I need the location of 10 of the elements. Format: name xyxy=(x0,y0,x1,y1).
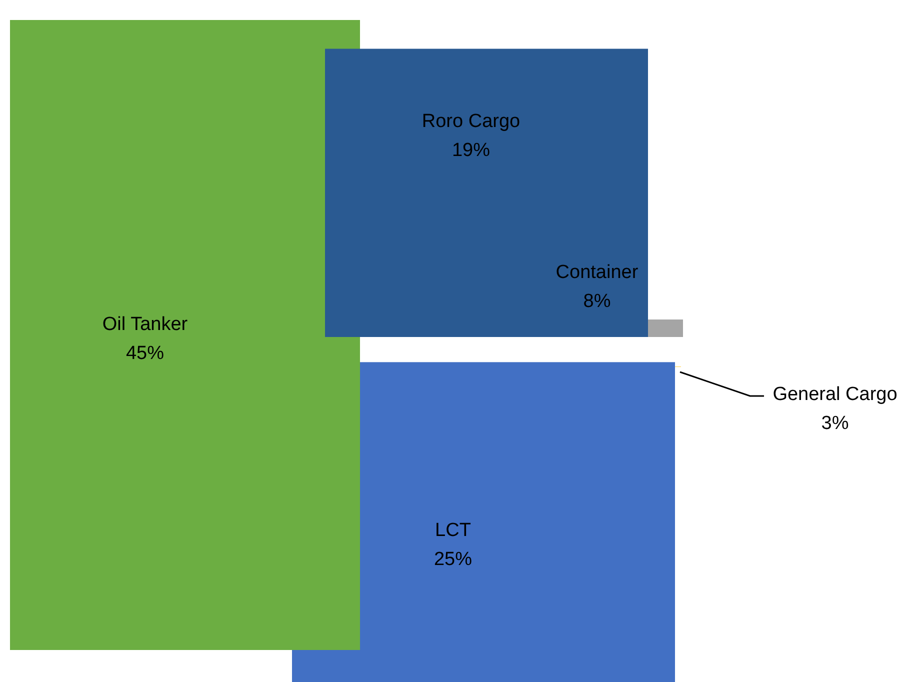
category-label: Oil Tanker xyxy=(102,314,188,335)
data-label: 19% xyxy=(452,140,490,161)
data-label: 45% xyxy=(126,343,164,364)
data-label: 8% xyxy=(583,291,611,312)
data-label: 3% xyxy=(821,413,849,434)
category-label: Container xyxy=(556,262,639,283)
category-label: General Cargo xyxy=(772,384,898,405)
category-label: LCT xyxy=(435,520,472,541)
data-label: 25% xyxy=(434,549,472,570)
category-label: Roro Cargo xyxy=(422,111,520,132)
